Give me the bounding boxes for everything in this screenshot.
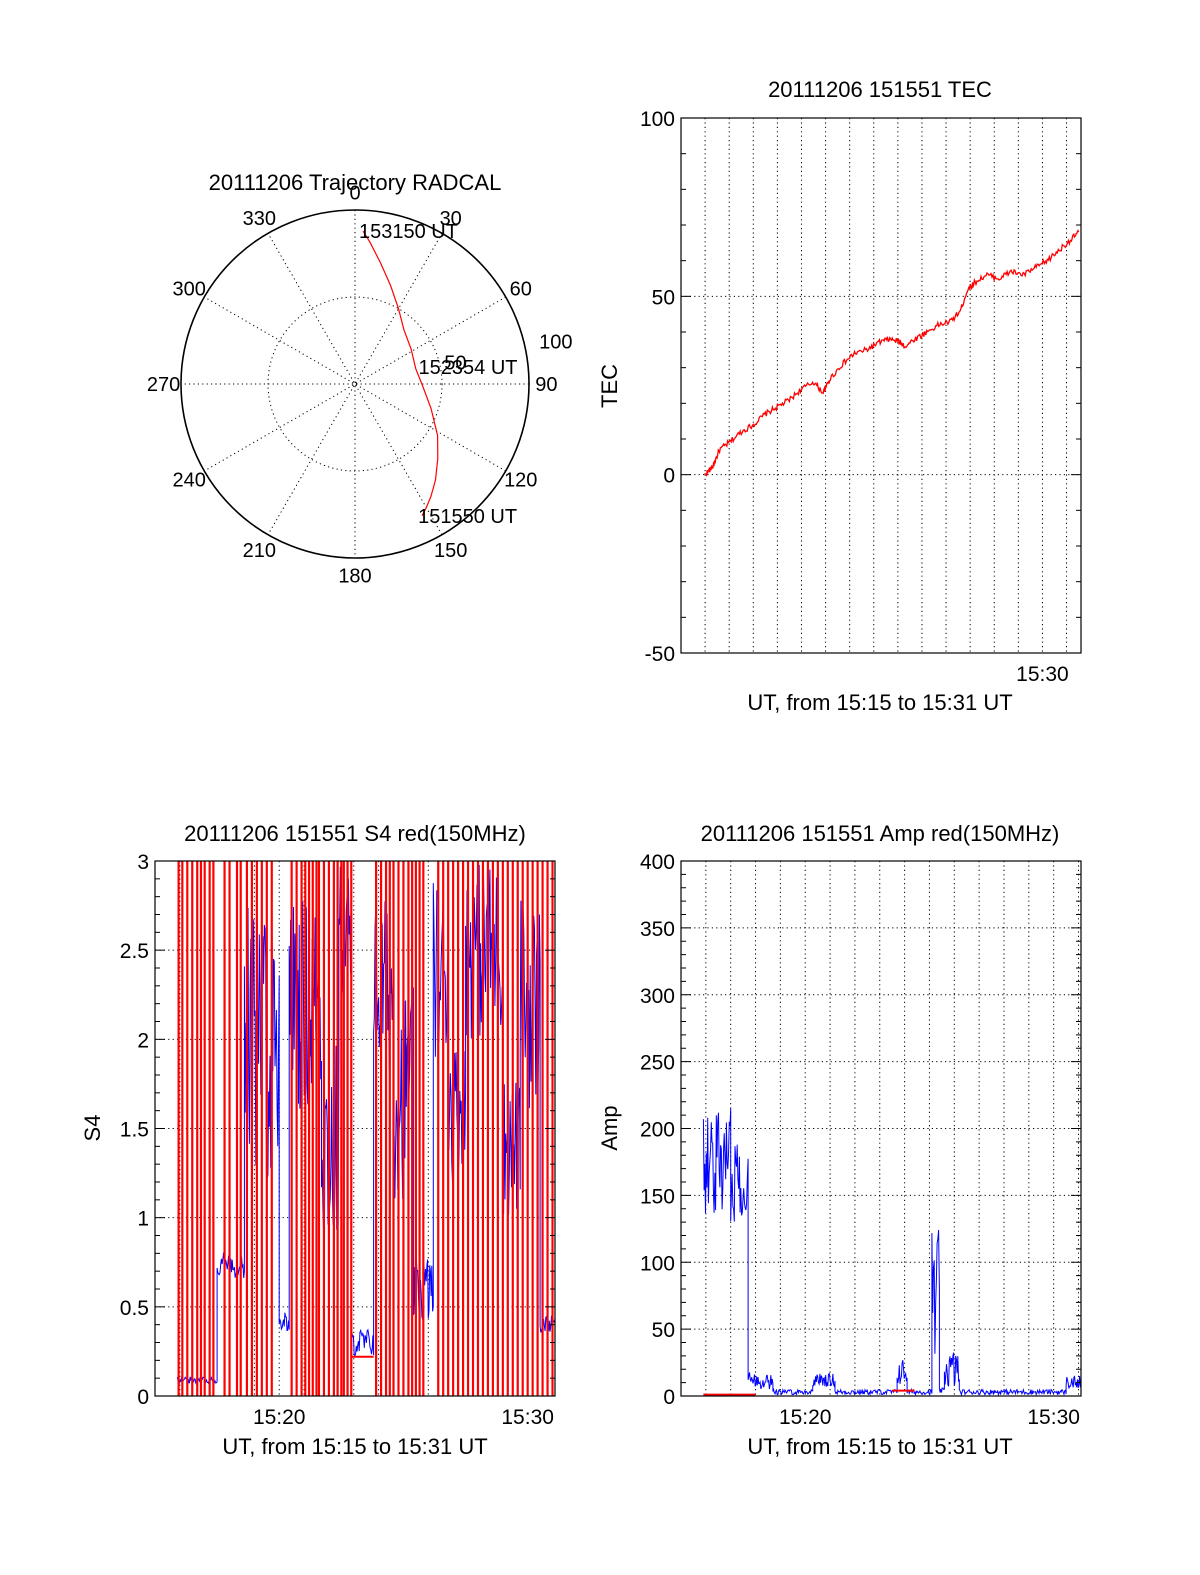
tec-plot: 20111206 151551 TEC -50 0 50 100 15:30 UT, f… <box>597 77 1082 715</box>
s4-title: 20111206 151551 S4 red(150MHz) <box>184 821 526 846</box>
polar-grid <box>180 209 530 559</box>
polar-radius-label: 50 <box>444 353 466 375</box>
polar-grid-circle <box>267 296 443 472</box>
y-tick-label: 200 <box>640 1119 675 1142</box>
y-tick-label: -50 <box>645 643 675 666</box>
amp-xlabel: UT, from 15:15 to 15:31 UT <box>747 1434 1012 1459</box>
x-tick-label: 15:30 <box>501 1406 554 1429</box>
amp-grid <box>681 861 1081 1396</box>
polar-angle-label: 330 <box>243 208 276 230</box>
y-tick-label: 150 <box>640 1185 675 1208</box>
y-tick-label: 400 <box>640 851 675 874</box>
polar-spoke <box>204 296 506 472</box>
polar-angle-label: 180 <box>338 565 371 587</box>
polar-angle-label: 240 <box>173 470 206 492</box>
x-tick-label: 15:20 <box>253 1406 306 1429</box>
y-tick-label: 0 <box>663 465 675 488</box>
trajectory-time-label: 153150 UT <box>359 221 458 243</box>
tec-grid <box>681 118 1081 653</box>
y-tick-label: 0 <box>137 1386 149 1409</box>
trajectory-title: 20111206 Trajectory RADCAL <box>209 170 502 195</box>
y-tick-label: 100 <box>640 108 675 131</box>
y-tick-label: 3 <box>137 851 149 874</box>
polar-radius-label: 100 <box>539 331 572 353</box>
series-line-red <box>704 229 1080 477</box>
trajectory-polar-plot: 20111206 Trajectory RADCAL 0 30 60 90 120 150… <box>147 170 573 587</box>
tec-title: 20111206 151551 TEC <box>768 77 992 102</box>
y-tick-label: 250 <box>640 1052 675 1075</box>
y-tick-label: 300 <box>640 985 675 1008</box>
polar-angle-label: 270 <box>147 374 180 396</box>
tec-ylabel: TEC <box>597 364 622 408</box>
amp-ylabel: Amp <box>597 1105 622 1150</box>
y-tick-label: 2 <box>137 1029 149 1052</box>
polar-angle-label: 150 <box>434 540 467 562</box>
s4-xlabel: UT, from 15:15 to 15:31 UT <box>222 1434 487 1459</box>
polar-angle-label: 300 <box>173 278 206 300</box>
polar-spoke <box>267 233 443 535</box>
polar-spoke <box>267 233 443 535</box>
polar-angle-labels: 0 30 60 90 120 150 180 210 240 270 300 330 50 100 <box>147 183 573 588</box>
amp-plot: 20111206 151551 Amp red(150MHz) 0 50 100 15… <box>597 821 1082 1459</box>
amp-title: 20111206 151551 Amp red(150MHz) <box>701 821 1060 846</box>
tec-series <box>704 229 1080 477</box>
tec-frame <box>680 117 1082 654</box>
y-tick-label: 0 <box>663 1386 675 1409</box>
y-tick-label: 50 <box>652 1319 675 1342</box>
s4-ticks: 0 0.5 1 1.5 2 2.5 3 15:20 15:30 <box>120 851 555 1429</box>
polar-angle-label: 60 <box>510 278 532 300</box>
polar-spoke <box>204 296 506 472</box>
trajectory-time-label: 152354 UT <box>419 357 518 379</box>
y-tick-label: 350 <box>640 918 675 941</box>
polar-annotations: 153150 UT 152354 UT 151550 UT <box>359 221 517 528</box>
y-tick-label: 100 <box>640 1252 675 1275</box>
tec-xlabel: UT, from 15:15 to 15:31 UT <box>747 690 1012 715</box>
x-tick-label: 15:20 <box>779 1406 832 1429</box>
y-tick-label: 1 <box>137 1208 149 1231</box>
amp-ticks: 0 50 100 150 200 250 300 350 400 15:20 15:30 <box>640 851 1081 1429</box>
y-tick-label: 50 <box>652 286 675 309</box>
polar-angle-label: 120 <box>504 470 537 492</box>
y-tick-label: 0.5 <box>120 1297 149 1320</box>
polar-angle-label: 90 <box>535 374 557 396</box>
s4-ylabel: S4 <box>80 1115 105 1142</box>
series-line-blue <box>702 1108 1082 1397</box>
x-tick-label: 15:30 <box>1016 663 1069 686</box>
tec-ticks: -50 0 50 100 15:30 <box>640 108 1081 686</box>
y-tick-label: 1.5 <box>120 1119 149 1142</box>
trajectory-time-label: 151550 UT <box>418 506 517 528</box>
polar-angle-label: 30 <box>440 208 462 230</box>
amp-series <box>702 1108 1082 1397</box>
polar-trajectory-series <box>362 230 439 517</box>
polar-angle-label: 0 <box>349 183 360 205</box>
polar-angle-label: 210 <box>243 540 276 562</box>
s4-plot: 20111206 151551 S4 red(150MHz) 0 0.5 1 1.5 2… <box>80 821 556 1459</box>
trajectory-line <box>362 230 439 517</box>
x-tick-label: 15:30 <box>1027 1406 1080 1429</box>
s4-grid <box>155 861 555 1396</box>
s4-series <box>176 861 556 1396</box>
y-tick-label: 2.5 <box>120 940 149 963</box>
